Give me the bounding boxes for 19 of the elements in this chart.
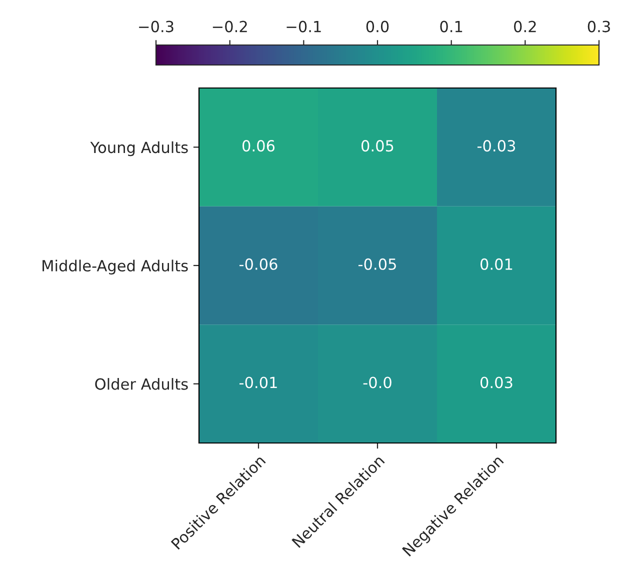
data-label: -0.06 <box>239 258 278 270</box>
y-tick-label: Middle-Aged Adults <box>42 260 188 274</box>
color-bar-label: 0.0 <box>366 20 389 32</box>
data-label: 0.01 <box>480 258 512 270</box>
y-tick-label: Older Adults <box>95 378 188 390</box>
data-label: 0.06 <box>242 140 275 152</box>
color-bar-label: 0.2 <box>514 20 536 32</box>
y-tick-label: Young Adults <box>90 141 188 156</box>
data-label: -0.03 <box>477 140 516 152</box>
color-bar-label: −0.1 <box>286 20 321 32</box>
data-label: -0.0 <box>363 376 392 388</box>
data-label: -0.05 <box>358 258 396 270</box>
data-label: 0.03 <box>480 376 512 388</box>
color-bar-label: 0.1 <box>440 20 462 32</box>
color-bar-label: 0.3 <box>588 20 610 32</box>
data-label: 0.05 <box>362 140 394 152</box>
data-label: -0.01 <box>239 376 277 388</box>
color-bar-label: −0.2 <box>212 20 247 32</box>
color-bar-label: −0.3 <box>139 20 174 32</box>
